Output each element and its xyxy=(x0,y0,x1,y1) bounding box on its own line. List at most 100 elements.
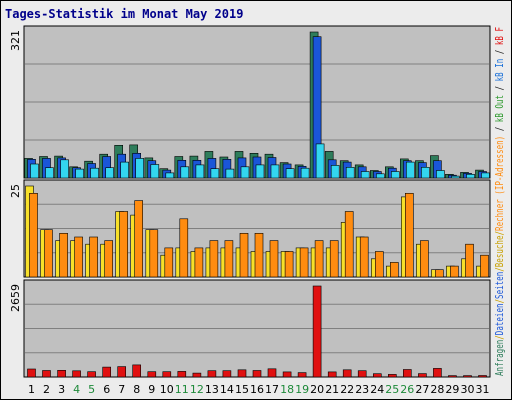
bar-rechner-ip-adressen--day-20 xyxy=(314,240,324,278)
bar-kb-f-day-22 xyxy=(342,369,352,378)
bar-rechner-ip-adressen--day-13 xyxy=(209,240,219,278)
panel-3-axis-max: 2659 xyxy=(9,284,22,312)
bar-kb-f-day-29 xyxy=(448,375,457,378)
bar-rechner-ip-adressen--day-7 xyxy=(119,211,128,278)
bar-seiten-day-29 xyxy=(451,175,460,179)
day-tick-label: 15 xyxy=(235,383,249,396)
bar-kb-f-day-6 xyxy=(102,366,111,378)
day-tick-label: 21 xyxy=(325,383,339,396)
day-tick-label: 12 xyxy=(190,383,204,396)
bar-seiten-day-12 xyxy=(195,164,205,179)
day-tick-label: 10 xyxy=(160,383,174,396)
bar-rechner-ip-adressen--day-21 xyxy=(329,240,339,278)
bar-seiten-day-21 xyxy=(330,165,340,179)
bar-rechner-ip-adressen--day-26 xyxy=(404,193,414,278)
bar-kb-f-day-15 xyxy=(237,369,247,378)
bar-rechner-ip-adressen--day-18 xyxy=(284,251,294,278)
bar-seiten-day-20 xyxy=(315,143,325,179)
day-tick-label: 11 xyxy=(175,383,189,396)
legend-part-12: kB In xyxy=(493,59,506,82)
legend-part-11: / xyxy=(493,81,506,95)
bar-rechner-ip-adressen--day-15 xyxy=(239,233,249,278)
bar-seiten-day-13 xyxy=(210,168,220,179)
bar-rechner-ip-adressen--day-4 xyxy=(74,236,83,278)
day-tick-label: 22 xyxy=(340,383,354,396)
bar-rechner-ip-adressen--day-31 xyxy=(480,254,489,278)
bar-kb-f-day-26 xyxy=(402,369,412,378)
bar-seiten-day-15 xyxy=(240,166,250,179)
legend-part-4: Seiten xyxy=(493,272,506,299)
panel-1-axis-max: 321 xyxy=(9,30,22,51)
bar-rechner-ip-adressen--day-19 xyxy=(299,247,309,278)
day-tick-label: 23 xyxy=(355,383,369,396)
bar-rechner-ip-adressen--day-3 xyxy=(59,233,68,278)
day-tick-label: 16 xyxy=(250,383,264,396)
bar-rechner-ip-adressen--day-23 xyxy=(359,236,369,278)
legend-part-2: Dateien xyxy=(493,303,506,335)
day-tick-label: 5 xyxy=(88,383,95,396)
day-tick-label: 14 xyxy=(220,383,234,396)
bar-rechner-ip-adressen--day-22 xyxy=(344,211,354,278)
bar-rechner-ip-adressen--day-12 xyxy=(194,247,204,278)
bar-rechner-ip-adressen--day-1 xyxy=(29,193,38,278)
day-tick-label: 1 xyxy=(28,383,35,396)
bar-rechner-ip-adressen--day-6 xyxy=(104,240,113,278)
bar-rechner-ip-adressen--day-27 xyxy=(420,240,429,278)
chart-title: Tages-Statistik im Monat May 2019 xyxy=(5,7,244,21)
day-tick-label: 17 xyxy=(265,383,279,396)
bar-rechner-ip-adressen--day-14 xyxy=(224,240,234,278)
bar-rechner-ip-adressen--day-16 xyxy=(254,233,264,278)
bar-kb-f-day-25 xyxy=(387,374,397,378)
bar-seiten-day-23 xyxy=(360,171,370,179)
day-tick-label: 31 xyxy=(476,383,490,396)
day-tick-label: 29 xyxy=(445,383,459,396)
bar-seiten-day-8 xyxy=(135,158,144,179)
bar-seiten-day-2 xyxy=(45,167,54,179)
day-tick-label: 7 xyxy=(118,383,125,396)
legend-part-5: / xyxy=(493,267,506,272)
bar-kb-f-day-8 xyxy=(132,364,141,378)
bar-kb-f-day-11 xyxy=(177,371,187,378)
bar-kb-f-day-21 xyxy=(327,371,337,378)
bar-seiten-day-22 xyxy=(345,167,355,179)
bar-kb-f-day-28 xyxy=(433,368,442,378)
bar-rechner-ip-adressen--day-29 xyxy=(450,265,459,278)
day-tick-label: 2 xyxy=(43,383,50,396)
bar-kb-f-day-4 xyxy=(72,370,81,378)
bar-kb-f-day-23 xyxy=(357,370,367,378)
bar-rechner-ip-adressen--day-8 xyxy=(134,200,143,278)
bar-seiten-day-31 xyxy=(481,172,490,179)
bar-kb-f-day-31 xyxy=(478,375,487,378)
day-tick-label: 8 xyxy=(133,383,140,396)
bar-seiten-day-30 xyxy=(466,174,475,179)
bar-rechner-ip-adressen--day-11 xyxy=(179,218,189,278)
bar-seiten-day-16 xyxy=(255,164,265,179)
day-tick-label: 6 xyxy=(103,383,110,396)
bar-kb-f-day-7 xyxy=(117,366,126,378)
bar-seiten-day-10 xyxy=(165,172,175,179)
day-tick-label: 25 xyxy=(385,383,399,396)
bar-seiten-day-9 xyxy=(150,164,160,179)
legend-part-0: Anfragen xyxy=(493,340,506,376)
bar-seiten-day-11 xyxy=(180,166,190,179)
bar-seiten-day-18 xyxy=(285,168,295,179)
right-axis-legend: Anfragen/Dateien/Seiten/Besuche/Rechner … xyxy=(493,27,506,376)
legend-part-3: / xyxy=(493,299,506,304)
bar-kb-f-day-9 xyxy=(147,371,157,378)
bar-kb-f-day-30 xyxy=(463,375,472,378)
bar-seiten-day-19 xyxy=(300,167,310,179)
bar-rechner-ip-adressen--day-24 xyxy=(374,251,384,278)
bar-rechner-ip-adressen--day-28 xyxy=(435,269,444,278)
day-tick-label: 24 xyxy=(370,383,384,396)
day-tick-label: 18 xyxy=(280,383,294,396)
bar-seiten-day-6 xyxy=(105,167,114,179)
legend-part-6: Besuche xyxy=(493,235,506,267)
bar-seiten-day-14 xyxy=(225,168,235,179)
bar-kb-f-day-2 xyxy=(42,370,51,378)
day-tick-label: 3 xyxy=(58,383,65,396)
bar-seiten-day-28 xyxy=(436,170,445,179)
bar-seiten-day-7 xyxy=(120,161,129,179)
bar-seiten-day-26 xyxy=(405,161,415,179)
legend-part-8: Rechner (IP-Adressen) xyxy=(493,136,506,231)
legend-part-13: / xyxy=(493,45,506,59)
